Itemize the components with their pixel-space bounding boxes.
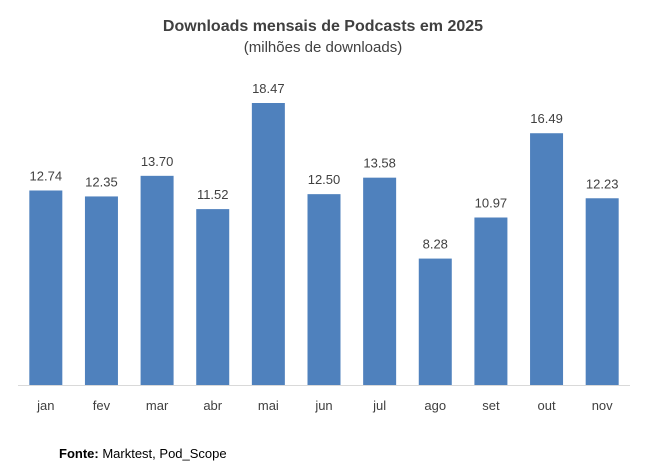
x-tick-label-fev: fev [93, 398, 111, 413]
chart-subtitle: (milhões de downloads) [243, 39, 403, 56]
x-tick-label-set: set [482, 398, 500, 413]
data-label-jan: 12.74 [30, 168, 63, 183]
x-tick-label-jun: jun [314, 398, 332, 413]
bar-mar [140, 175, 174, 385]
data-label-abr: 11.52 [197, 187, 229, 202]
source-text: Marktest, Pod_Scope [98, 446, 227, 461]
bar-fev [84, 196, 118, 385]
bar-jul [363, 177, 397, 385]
data-label-mar: 13.70 [141, 154, 174, 169]
bar-mai [251, 103, 285, 385]
x-tick-label-abr: abr [203, 398, 222, 413]
data-label-set: 10.97 [475, 196, 508, 211]
bar-nov [585, 198, 619, 385]
x-tick-label-nov: nov [592, 398, 613, 413]
data-label-out: 16.49 [530, 111, 563, 126]
x-tick-label-mar: mar [146, 398, 169, 413]
data-label-nov: 12.23 [586, 176, 619, 191]
data-label-fev: 12.35 [85, 174, 118, 189]
data-label-jul: 13.58 [363, 156, 396, 171]
x-tick-label-jul: jul [372, 398, 386, 413]
bar-abr [196, 209, 230, 385]
x-tick-label-ago: ago [424, 398, 446, 413]
data-label-mai: 18.47 [252, 81, 285, 96]
data-label-jun: 12.50 [308, 172, 341, 187]
chart-title: Downloads mensais de Podcasts em 2025 [162, 18, 484, 35]
x-tick-label-out: out [538, 398, 556, 413]
x-tick-label-jan: jan [36, 398, 54, 413]
bar-jun [307, 194, 341, 385]
source-note: Fonte: Marktest, Pod_Scope [59, 446, 227, 461]
source-label: Fonte: [59, 446, 99, 461]
bar-out [530, 133, 564, 385]
bar-set [474, 217, 508, 385]
bar-jan [29, 190, 63, 385]
data-label-ago: 8.28 [423, 237, 448, 252]
x-tick-label-mai: mai [258, 398, 279, 413]
bar-ago [418, 258, 452, 385]
